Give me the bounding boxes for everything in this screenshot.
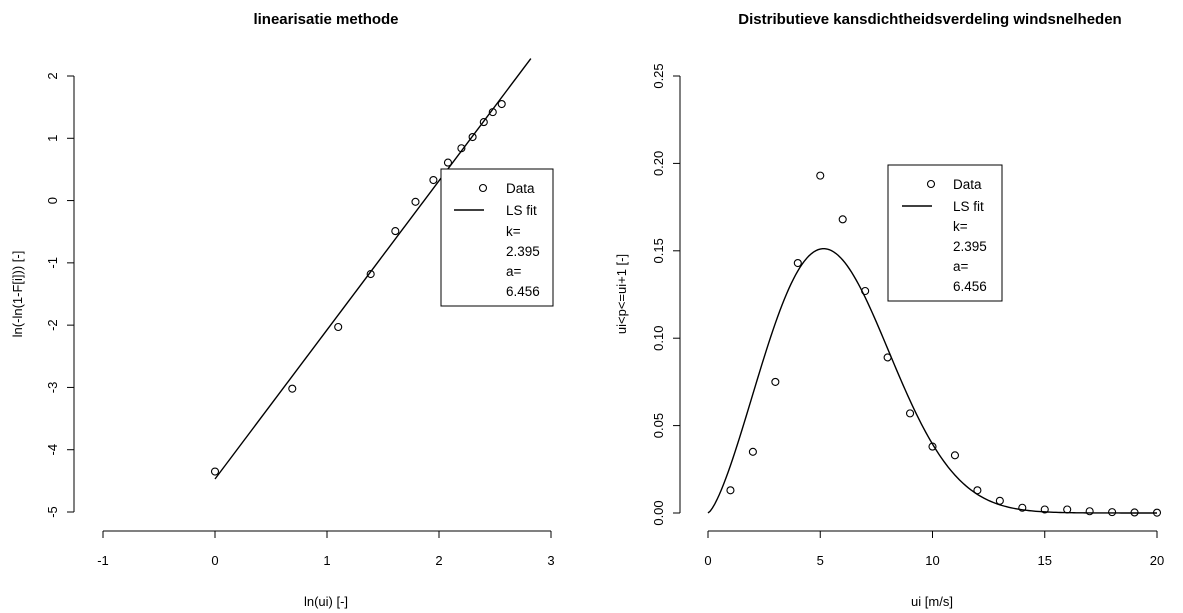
x-ticks: 0 5 10 15 20 [704,531,1164,568]
legend-entry-fit: LS fit [506,203,537,218]
fit-curve [707,247,1157,514]
y-axis-label: ui<p<=ui+1 [-] [614,254,629,334]
data-series [210,99,506,476]
y-tick-label: 0 [45,197,60,204]
legend-point-symbol [926,179,936,189]
y-tick-label: -1 [45,257,60,269]
legend-k-label: k= [953,219,968,234]
legend-point-symbol [478,183,488,193]
y-tick-label: -4 [45,444,60,456]
data-point [497,99,506,109]
data-point [973,486,982,495]
data-point [429,175,438,185]
x-tick-label: -1 [97,553,109,568]
x-tick-label: 3 [547,553,554,568]
x-tick-label: 0 [211,553,218,568]
chart-title: linearisatie methode [253,11,398,28]
data-point [771,377,780,386]
x-tick-label: 20 [1150,553,1164,568]
legend-k-label: k= [506,224,521,239]
y-tick-label: -5 [45,506,60,518]
data-point [950,451,960,460]
legend-entry-data: Data [953,177,982,192]
chart-wind-distribution: Distributieve kansdichtheidsverdeling wi… [614,11,1164,609]
y-ticks: 0.00 0.05 0.10 0.15 0.20 0.25 [651,63,680,526]
fit-series [707,247,1157,514]
data-point [334,322,343,332]
x-ticks: -1 0 1 2 3 [97,531,555,568]
legend-k-value: 2.395 [953,239,987,254]
legend-box [887,164,1003,302]
data-point [411,197,420,206]
legend-box [440,168,554,307]
fit-line [214,58,532,480]
data-point [1063,505,1072,514]
data-point [838,215,847,224]
data-point [479,118,488,127]
x-axis-label: ui [m/s] [911,594,953,609]
y-tick-label: 0.10 [651,326,666,351]
data-point [905,409,915,418]
legend-entry-data: Data [506,181,535,196]
data-point [457,144,466,153]
y-tick-label: 0.15 [651,238,666,263]
data-point [366,270,375,279]
y-tick-label: -2 [45,319,60,331]
data-point [928,442,937,451]
y-tick-label: 0.20 [651,151,666,176]
data-point [861,286,870,296]
data-point [883,353,892,362]
x-tick-label: 5 [817,553,824,568]
data-point [726,486,735,495]
x-axis-label: ln(ui) [-] [304,594,348,609]
y-tick-label: 0.05 [651,413,666,438]
data-point [1130,508,1139,517]
y-tick-label: 0.25 [651,63,666,88]
legend-a-value: 6.456 [506,284,540,299]
legend-a-label: a= [953,259,969,274]
x-tick-label: 2 [435,553,442,568]
legend: Data LS fit k= 2.395 a= 6.456 [440,168,554,307]
legend-a-label: a= [506,264,522,279]
y-tick-label: -3 [45,382,60,394]
x-tick-label: 0 [704,553,711,568]
data-point [1085,507,1094,516]
data-point [1018,503,1027,512]
legend: Data LS fit k= 2.395 a= 6.456 [887,164,1003,302]
data-point [1040,505,1049,514]
legend-a-value: 6.456 [953,279,987,294]
chart-title: Distributieve kansdichtheidsverdeling wi… [738,11,1121,28]
y-tick-label: 2 [45,72,60,79]
x-tick-label: 1 [323,553,330,568]
data-point [210,467,220,476]
legend-k-value: 2.395 [506,244,540,259]
data-point [793,258,802,268]
data-point [443,158,453,167]
x-tick-label: 10 [925,553,939,568]
data-point [995,496,1004,505]
data-point [391,227,400,236]
data-series [726,171,1162,517]
data-point [468,132,477,142]
fit-series [214,58,532,480]
data-point [816,171,825,180]
data-point [288,384,297,393]
y-axis-label: ln(-ln(1-F[i])) [-] [10,251,25,338]
y-ticks: -5 -4 -3 -2 -1 0 1 2 [45,72,74,518]
y-tick-label: 0.00 [651,500,666,525]
x-tick-label: 15 [1038,553,1052,568]
data-point [488,108,497,117]
legend-entry-fit: LS fit [953,199,984,214]
y-tick-label: 1 [45,135,60,142]
chart-linearisation: linearisatie methode ln(ui) [-] ln(-ln(1… [10,11,555,609]
data-point [1108,508,1117,517]
data-point [1152,508,1162,517]
data-point [748,447,757,456]
